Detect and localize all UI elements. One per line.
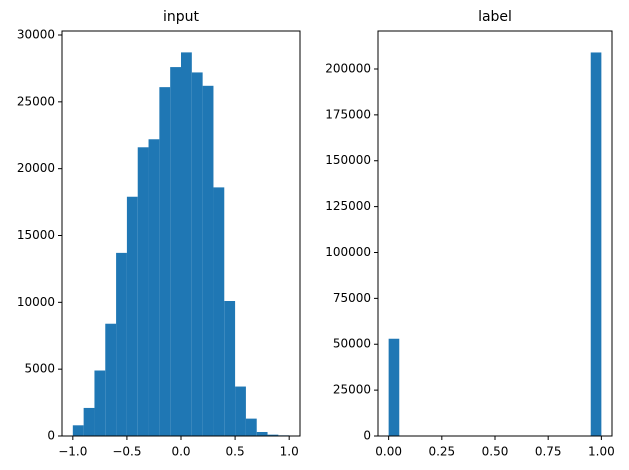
y-tick-label: 75000 [333, 291, 371, 305]
bar [159, 87, 171, 436]
x-tick-label: 1.00 [588, 445, 615, 459]
bar [148, 139, 160, 436]
y-tick-label: 5000 [24, 362, 55, 376]
bar [72, 425, 84, 436]
y-tick-label: 100000 [325, 245, 371, 259]
bar [224, 301, 236, 436]
y-tick-label: 150000 [325, 153, 371, 167]
bar [388, 338, 400, 436]
y-tick-label: 0 [47, 429, 55, 443]
bar [213, 187, 225, 436]
y-tick-label: 20000 [17, 161, 55, 175]
y-tick-label: 25000 [17, 94, 55, 108]
x-tick-label: 0.75 [535, 445, 562, 459]
y-tick-label: 30000 [17, 28, 55, 42]
x-tick-label: −1.0 [58, 445, 87, 459]
y-tick-label: 200000 [325, 61, 371, 75]
axes-frame [61, 30, 301, 437]
bar [116, 252, 127, 436]
y-tick-label: 175000 [325, 107, 371, 121]
bar [245, 418, 257, 436]
bar [83, 407, 95, 436]
x-tick-label: 0.5 [226, 445, 245, 459]
x-tick-label: 0.50 [482, 445, 509, 459]
bar [137, 147, 149, 437]
x-tick-label: 1.0 [280, 445, 299, 459]
bar [202, 85, 214, 437]
x-tick-label: 0.0 [171, 445, 190, 459]
x-tick-label: −0.5 [112, 445, 141, 459]
y-tick-label: 125000 [325, 199, 371, 213]
y-tick-label: 50000 [333, 337, 371, 351]
chart-title: input [163, 9, 200, 25]
y-tick-label: 0 [363, 429, 371, 443]
y-tick-label: 25000 [333, 383, 371, 397]
axes-frame [377, 30, 613, 437]
bar [105, 323, 117, 436]
bar [235, 386, 246, 436]
y-tick-label: 15000 [17, 228, 55, 242]
bar [126, 196, 138, 436]
bar [267, 434, 279, 436]
x-tick-label: 0.00 [375, 445, 402, 459]
bar [170, 67, 181, 436]
bar [181, 52, 192, 436]
bar [590, 52, 602, 436]
bar [94, 370, 106, 436]
bar [256, 431, 268, 436]
y-tick-label: 10000 [17, 295, 55, 309]
chart-title: label [478, 9, 512, 25]
bar [191, 72, 203, 437]
x-tick-label: 0.25 [428, 445, 455, 459]
